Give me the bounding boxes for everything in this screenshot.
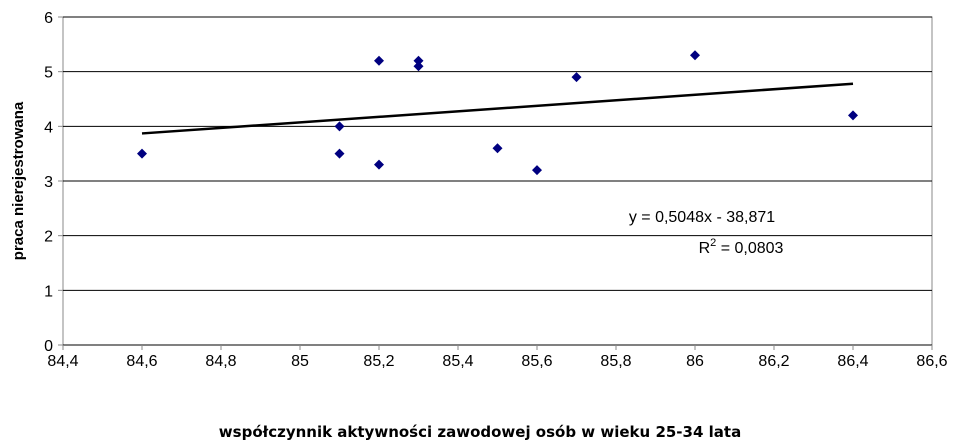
x-tick-label: 84,4	[47, 353, 78, 370]
data-point	[374, 55, 384, 66]
x-tick-label: 86,6	[916, 353, 947, 370]
trendline	[141, 82, 854, 135]
data-point	[413, 55, 424, 66]
y-tick-label: 5	[44, 65, 53, 82]
y-tick-label: 1	[44, 283, 53, 300]
r-squared: R2 = 0,0803	[699, 237, 784, 257]
y-tick-label: 2	[44, 229, 53, 246]
data-point	[690, 50, 700, 61]
data-point	[137, 148, 147, 159]
y-axis-title: praca nierejestrowana	[10, 101, 27, 260]
data-point	[334, 121, 345, 132]
r-squared-r: R	[699, 240, 711, 257]
x-tick-label: 86	[686, 353, 704, 370]
r-squared-value: = 0,0803	[716, 240, 783, 257]
data-point	[492, 143, 503, 154]
x-tick-label: 85,6	[521, 353, 552, 370]
x-tick-label: 85,8	[600, 353, 631, 370]
x-tick-label: 85,4	[442, 353, 473, 370]
x-axis-title: współczynnik aktywności zawodowej osób w…	[219, 423, 741, 441]
data-point	[374, 159, 384, 170]
data-point	[848, 110, 858, 121]
data-point	[532, 165, 542, 176]
r-squared-sup: 2	[710, 237, 716, 249]
y-tick-label: 0	[44, 338, 53, 355]
data-point	[334, 148, 345, 159]
x-tick-label: 84,8	[205, 353, 236, 370]
x-tick-label: 85,2	[363, 353, 394, 370]
data-point	[571, 72, 582, 83]
y-tick-label: 3	[44, 174, 53, 191]
data-point	[413, 61, 424, 72]
x-tick-label: 86,4	[837, 353, 868, 370]
y-tick-label: 4	[44, 119, 53, 136]
trend-equation: y = 0,5048x - 38,871	[629, 209, 775, 226]
y-tick-label: 6	[44, 10, 53, 27]
x-tick-label: 86,2	[758, 353, 789, 370]
x-tick-label: 85	[291, 353, 309, 370]
x-tick-label: 84,6	[126, 353, 157, 370]
